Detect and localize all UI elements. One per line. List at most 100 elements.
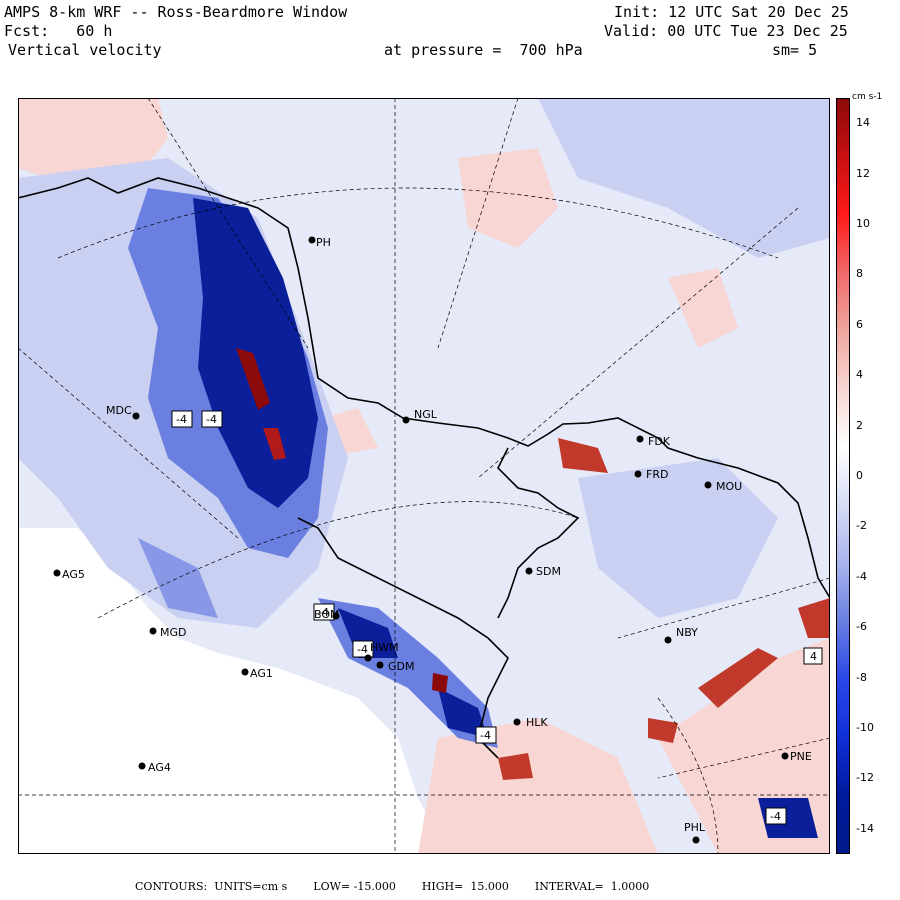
colorbar-tick-label: 2 — [856, 418, 863, 432]
station-pne: PNE — [781, 750, 812, 763]
strong-positive-area — [648, 718, 678, 743]
contour-high: HIGH= 15.000 — [421, 880, 509, 893]
colorbar-tick-label: 8 — [856, 267, 863, 281]
station-bom: BOM — [314, 608, 340, 621]
strong-positive-area — [236, 348, 270, 410]
strong-positive-area — [432, 673, 448, 693]
no-data-region — [18, 528, 448, 854]
colorbar-tick-label: -2 — [856, 519, 867, 533]
svg-text:PNE: PNE — [790, 750, 812, 763]
ice-shelf-front — [297, 517, 509, 759]
weak-positive-area — [458, 148, 558, 248]
value-box: -4 — [171, 410, 193, 428]
svg-text:FDK: FDK — [648, 435, 671, 448]
colorbar-tick-label: -12 — [856, 771, 874, 785]
weak-negative-area — [578, 458, 778, 618]
colorbar-units: cm s-1 — [852, 92, 883, 102]
station-sdm: SDM — [525, 565, 561, 578]
svg-text:NBY: NBY — [676, 626, 698, 639]
station-hwm: HWM — [364, 641, 399, 662]
colorbar-tick-label: -10 — [856, 721, 874, 734]
svg-text:-4: -4 — [206, 413, 217, 426]
colorbar-tick-label: 10 — [856, 217, 870, 230]
field-name: Vertical velocity — [8, 41, 162, 59]
svg-text:AG5: AG5 — [62, 568, 85, 581]
map-border — [18, 98, 830, 854]
svg-text:AG1: AG1 — [250, 667, 273, 680]
colorbar-tick-label: 6 — [856, 317, 863, 331]
value-box: -4 — [201, 410, 223, 428]
colorbar-tick-label: -14 — [856, 821, 874, 835]
colorbar-tick-label: 14 — [856, 116, 870, 130]
svg-text:-4: -4 — [318, 606, 329, 619]
strong-positive-area — [558, 438, 608, 473]
colorbar-tick-label: 0 — [856, 469, 863, 482]
station-ngl: NGL — [402, 408, 438, 424]
weak-positive-area — [668, 268, 738, 348]
svg-text:SDM: SDM — [536, 565, 561, 578]
forecast-hour: Fcst: 60 h — [4, 22, 113, 40]
colorbar-tick-label: -6 — [856, 620, 867, 634]
colorbar-tick-label: 4 — [856, 368, 863, 382]
pressure-level: at pressure = 700 hPa — [384, 41, 583, 59]
strong-positive-area — [263, 428, 286, 460]
value-box: -4 — [352, 640, 374, 658]
coastline — [18, 177, 830, 599]
station-hlk: HLK — [513, 716, 548, 729]
svg-text:AG4: AG4 — [148, 761, 171, 774]
strong-negative-area — [438, 688, 488, 738]
svg-text:PHL: PHL — [684, 821, 706, 834]
svg-text:MOU: MOU — [716, 480, 742, 493]
station-frd: FRD — [634, 468, 668, 481]
svg-text:-4: -4 — [357, 643, 368, 656]
weak-positive-area — [418, 718, 658, 854]
svg-text:MGD: MGD — [160, 626, 187, 639]
station-ag5: AG5 — [53, 568, 85, 581]
stations: MDC NGL FDK FRD MOU AG5 MGD AG1 AG4 SDM … — [53, 236, 812, 844]
colorbar-tick-label: 12 — [856, 166, 870, 180]
valid-time: Valid: 00 UTC Tue 23 Dec 25 — [604, 22, 848, 40]
svg-text:NGL: NGL — [414, 408, 438, 421]
svg-text:HWM: HWM — [370, 641, 399, 654]
station-ag4: AG4 — [138, 761, 171, 774]
svg-text:-4: -4 — [770, 810, 781, 823]
value-boxes: -4 -4 -4 -4 -4 4 -4 — [171, 410, 823, 825]
svg-text:BOM: BOM — [314, 608, 340, 621]
svg-text:PH: PH — [316, 236, 331, 249]
station-nby: NBY — [664, 626, 698, 644]
svg-text:-4: -4 — [176, 413, 187, 426]
strong-negative-area — [193, 198, 318, 508]
svg-text:FRD: FRD — [646, 468, 668, 481]
svg-text:GDM: GDM — [388, 660, 415, 673]
ice-shelf-edge — [497, 447, 580, 619]
svg-text:4: 4 — [810, 650, 817, 663]
smoothing-label: sm= 5 — [772, 41, 818, 59]
station-ph: PH — [308, 236, 331, 249]
weak-negative-area — [538, 98, 830, 258]
station-gdm: GDM — [376, 660, 415, 673]
value-box: -4 — [313, 603, 335, 621]
contour-info: CONTOURS: UNITS=cm s LOW= -15.000 HIGH= 15… — [135, 880, 675, 893]
strong-positive-area — [698, 648, 778, 708]
svg-text:-4: -4 — [480, 729, 491, 742]
vertical-velocity-map: -4 -4 -4 -4 -4 4 -4 MDC NGL FDK FRD MOU … — [18, 98, 830, 854]
strong-positive-area — [498, 753, 533, 780]
svg-text:HLK: HLK — [526, 716, 548, 729]
value-box: 4 — [803, 647, 823, 665]
value-box: -4 — [475, 726, 497, 744]
station-mdc: MDC — [106, 404, 140, 420]
svg-text:MDC: MDC — [106, 404, 132, 417]
contour-units: CONTOURS: UNITS=cm s — [135, 880, 288, 893]
station-mou: MOU — [704, 480, 742, 493]
strong-positive-area — [798, 598, 830, 638]
station-fdk: FDK — [636, 435, 671, 448]
value-box: -4 — [765, 807, 787, 825]
lat-lon-grid — [18, 98, 830, 854]
station-mgd: MGD — [149, 626, 187, 639]
init-time: Init: 12 UTC Sat 20 Dec 25 — [614, 3, 849, 21]
station-phl: PHL — [684, 821, 706, 844]
colorbar — [836, 98, 850, 854]
contour-low: LOW= -15.000 — [313, 880, 396, 893]
contour-interval: INTERVAL= 1.0000 — [534, 880, 650, 893]
colorbar-tick-label: -8 — [856, 670, 867, 684]
